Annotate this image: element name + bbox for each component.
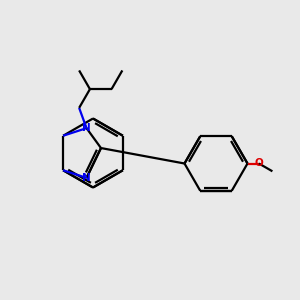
Text: N: N: [82, 123, 91, 133]
Text: N: N: [82, 173, 91, 183]
Text: O: O: [254, 158, 263, 169]
